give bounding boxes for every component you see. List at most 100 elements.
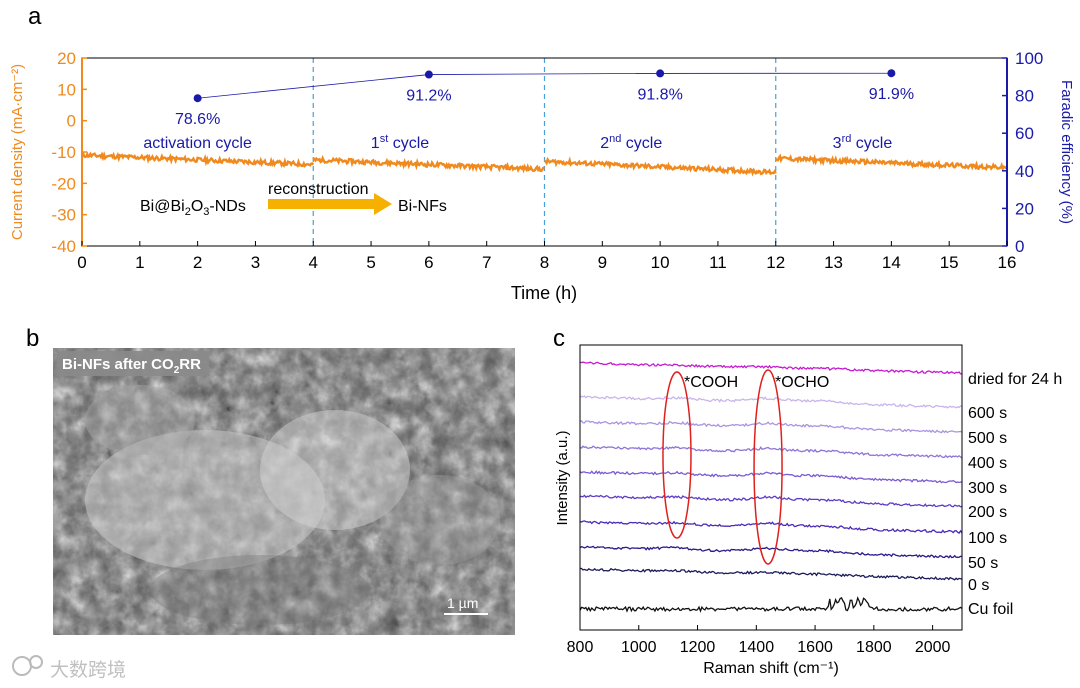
x-tick-label: 13 xyxy=(824,253,843,272)
x-tick-label: 0 xyxy=(77,253,86,272)
fe-point xyxy=(656,69,665,78)
y-left-tick-label: -40 xyxy=(51,237,76,256)
raman-trace xyxy=(580,494,962,508)
panel-a-chart: 0 1 2 3 4 5 6 7 8 9 10 11 12 13 14 15 16 -40-30-20-10010… xyxy=(9,49,1075,303)
y-left-tick-label: 20 xyxy=(57,49,76,68)
annotation-oval xyxy=(662,371,692,539)
cycle-label: 2nd cycle xyxy=(600,133,662,152)
y-right-tick-label: 100 xyxy=(1015,49,1043,68)
raman-trace xyxy=(580,445,962,459)
raman-series-label: dried for 24 h xyxy=(968,371,1062,388)
y-left-tick-label: -20 xyxy=(51,174,76,193)
current-trace-segment xyxy=(81,151,315,169)
raman-x-tick-label: 1200 xyxy=(680,639,716,656)
x-tick-label: 1 xyxy=(135,253,144,272)
raman-series-label: 600 s xyxy=(968,405,1007,422)
y-right-tick-label: 60 xyxy=(1015,124,1034,143)
reconstruction-arrow xyxy=(268,193,392,215)
raman-trace xyxy=(580,361,962,375)
left-axis-label: Current density (mA·cm⁻²) xyxy=(9,64,26,240)
raman-trace xyxy=(580,567,962,581)
fe-value-label: 91.8% xyxy=(637,86,682,103)
panel-label-a: a xyxy=(28,3,42,30)
raman-series-label: 200 s xyxy=(968,504,1007,521)
panel-label-b: b xyxy=(26,325,39,352)
x-tick-label: 16 xyxy=(998,253,1017,272)
panel-label-c: c xyxy=(553,325,565,352)
y-left-tick-label: -10 xyxy=(51,143,76,162)
cycle-label: 3rd cycle xyxy=(833,133,893,152)
y-right-tick-label: 0 xyxy=(1015,237,1024,256)
cycle-label: 1st cycle xyxy=(371,133,429,152)
raman-series-label: 50 s xyxy=(968,555,998,572)
sem-label-box xyxy=(57,351,209,376)
x-tick-label: 14 xyxy=(882,253,901,272)
fe-point xyxy=(424,70,433,79)
raman-trace xyxy=(580,520,962,534)
current-trace-segment xyxy=(775,153,1007,172)
annotation-label: *OCHO xyxy=(775,374,829,391)
y-left-tick-label: 10 xyxy=(57,80,76,99)
scale-bar-label: 1 µm xyxy=(447,595,478,611)
product-label: Bi-NFs xyxy=(398,198,447,215)
raman-x-tick-label: 800 xyxy=(567,639,594,656)
raman-trace xyxy=(580,596,962,613)
annotation-label: *COOH xyxy=(684,374,738,391)
raman-x-axis-label: Raman shift (cm⁻¹) xyxy=(703,660,839,677)
fe-value-label: 91.9% xyxy=(869,86,914,103)
y-right-tick-label: 80 xyxy=(1015,87,1034,106)
raman-series-label: 0 s xyxy=(968,577,989,594)
panel-c-chart: 800 1000 1200 1400 1600 1800 2000 dried for 24… xyxy=(554,344,1062,677)
raman-trace xyxy=(580,395,962,409)
y-left-tick-label: 0 xyxy=(67,112,76,131)
fe-value-label: 91.2% xyxy=(406,88,451,105)
raman-series-label: 500 s xyxy=(968,430,1007,447)
raman-trace xyxy=(580,470,962,484)
raman-x-tick-label: 1600 xyxy=(797,639,833,656)
fe-value-label: 78.6% xyxy=(175,111,220,128)
current-trace-segment xyxy=(544,156,777,177)
x-tick-label: 3 xyxy=(251,253,260,272)
x-tick-label: 2 xyxy=(193,253,202,272)
raman-y-axis-label: Intensity (a.u.) xyxy=(554,430,571,525)
precursor-label: Bi@Bi2O3-NDs xyxy=(140,198,246,218)
fe-point xyxy=(193,94,202,103)
fe-point xyxy=(887,69,896,78)
reconstruction-label: reconstruction xyxy=(268,181,369,198)
x-tick-label: 11 xyxy=(709,253,727,272)
raman-series-label: Cu foil xyxy=(968,601,1013,618)
raman-x-tick-label: 1400 xyxy=(739,639,775,656)
raman-series-label: 100 s xyxy=(968,530,1007,547)
annotation-oval xyxy=(753,369,783,565)
x-tick-label: 8 xyxy=(540,253,549,272)
raman-x-tick-label: 1800 xyxy=(856,639,892,656)
x-axis-label: Time (h) xyxy=(511,283,577,303)
sem-label: Bi-NFs after CO2RR xyxy=(62,356,201,376)
y-right-tick-label: 40 xyxy=(1015,162,1034,181)
raman-series-label: 300 s xyxy=(968,480,1007,497)
watermark: 大数跨境 xyxy=(12,655,126,681)
fe-line xyxy=(197,72,892,99)
raman-trace xyxy=(580,420,962,434)
raman-series-label: 400 s xyxy=(968,455,1007,472)
x-tick-label: 12 xyxy=(766,253,785,272)
sem-image: Bi-NFs after CO2RR 1 µm xyxy=(53,348,515,635)
x-tick-label: 5 xyxy=(366,253,375,272)
panel-c-plot-frame xyxy=(579,344,963,631)
y-left-tick-label: -30 xyxy=(51,206,76,225)
watermark-text: 大数跨境 xyxy=(50,659,126,681)
x-tick-label: 6 xyxy=(424,253,433,272)
raman-x-tick-label: 1000 xyxy=(621,639,657,656)
x-tick-label: 9 xyxy=(598,253,607,272)
y-right-tick-label: 20 xyxy=(1015,199,1034,218)
x-tick-label: 10 xyxy=(651,253,670,272)
cycle-label: activation cycle xyxy=(143,135,252,152)
x-tick-label: 15 xyxy=(940,253,959,272)
raman-trace xyxy=(580,545,962,559)
x-tick-label: 7 xyxy=(482,253,491,272)
current-trace-segment xyxy=(312,154,545,174)
x-tick-label: 4 xyxy=(309,253,318,272)
right-axis-label: Faradic efficiency (%) xyxy=(1058,80,1075,224)
raman-x-tick-label: 2000 xyxy=(915,639,951,656)
